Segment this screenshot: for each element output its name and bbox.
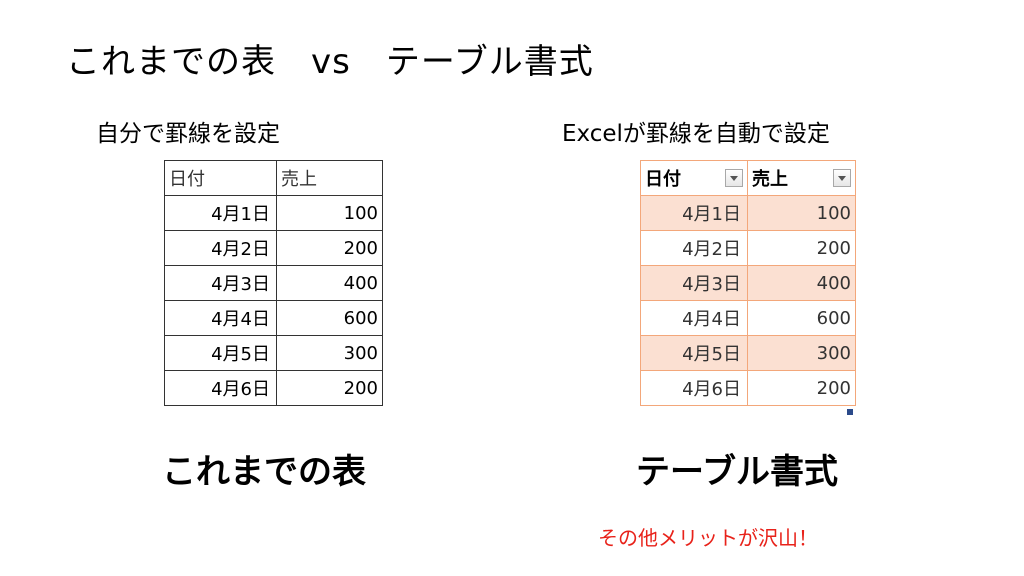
excel-table-header-row: 日付 売上 <box>640 160 856 196</box>
table-row: 4月1日 100 <box>164 195 383 231</box>
right-caption: テーブル書式 <box>636 452 838 492</box>
table-row: 4月5日 300 <box>640 335 856 371</box>
date-cell[interactable]: 4月2日 <box>640 230 748 266</box>
dropdown-filter-icon[interactable] <box>833 169 851 187</box>
table-row: 4月4日 600 <box>164 300 383 336</box>
table-row: 4月5日 300 <box>164 335 383 371</box>
date-cell: 4月3日 <box>164 265 277 301</box>
sales-cell: 200 <box>276 230 383 266</box>
sales-cell: 400 <box>276 265 383 301</box>
date-cell: 4月5日 <box>164 335 277 371</box>
sales-cell[interactable]: 300 <box>747 335 856 371</box>
sales-cell[interactable]: 400 <box>747 265 856 301</box>
plain-header-date: 日付 <box>164 160 277 196</box>
date-cell[interactable]: 4月1日 <box>640 195 748 231</box>
sales-cell: 300 <box>276 335 383 371</box>
table-row: 4月6日 200 <box>640 370 856 406</box>
benefits-note: その他メリットが沢山！ <box>598 526 818 550</box>
date-cell[interactable]: 4月6日 <box>640 370 748 406</box>
dropdown-filter-icon[interactable] <box>725 169 743 187</box>
table-resize-handle[interactable] <box>847 409 853 415</box>
table-row: 4月2日 200 <box>640 230 856 266</box>
sales-cell: 200 <box>276 370 383 406</box>
date-cell: 4月6日 <box>164 370 277 406</box>
table-row: 4月3日 400 <box>164 265 383 301</box>
sales-cell[interactable]: 200 <box>747 230 856 266</box>
date-cell[interactable]: 4月4日 <box>640 300 748 336</box>
date-cell[interactable]: 4月3日 <box>640 265 748 301</box>
sales-cell[interactable]: 100 <box>747 195 856 231</box>
excel-header-date: 日付 <box>640 160 748 196</box>
left-subtitle: 自分で罫線を設定 <box>96 121 280 147</box>
table-row: 4月3日 400 <box>640 265 856 301</box>
chevron-down-icon <box>730 175 738 181</box>
sales-cell: 100 <box>276 195 383 231</box>
excel-table: 日付 売上 4月1日 100 4月2日 200 4月3日 400 4月4日 60… <box>640 160 856 406</box>
excel-header-sales-label: 売上 <box>752 169 788 190</box>
table-row: 4月1日 100 <box>640 195 856 231</box>
chevron-down-icon <box>838 175 846 181</box>
table-row: 4月6日 200 <box>164 370 383 406</box>
sales-cell[interactable]: 600 <box>747 300 856 336</box>
date-cell: 4月4日 <box>164 300 277 336</box>
sales-cell[interactable]: 200 <box>747 370 856 406</box>
excel-header-sales: 売上 <box>747 160 856 196</box>
date-cell: 4月1日 <box>164 195 277 231</box>
sales-cell: 600 <box>276 300 383 336</box>
plain-table: 日付 売上 4月1日 100 4月2日 200 4月3日 400 4月4日 60… <box>164 160 383 406</box>
date-cell[interactable]: 4月5日 <box>640 335 748 371</box>
date-cell: 4月2日 <box>164 230 277 266</box>
table-row: 4月4日 600 <box>640 300 856 336</box>
excel-header-date-label: 日付 <box>645 169 681 190</box>
table-row: 4月2日 200 <box>164 230 383 266</box>
plain-table-header-row: 日付 売上 <box>164 160 383 196</box>
left-caption: これまでの表 <box>162 452 366 492</box>
right-subtitle: Excelが罫線を自動で設定 <box>562 121 830 147</box>
slide-title: これまでの表 vs テーブル書式 <box>66 42 594 82</box>
plain-header-sales: 売上 <box>276 160 383 196</box>
